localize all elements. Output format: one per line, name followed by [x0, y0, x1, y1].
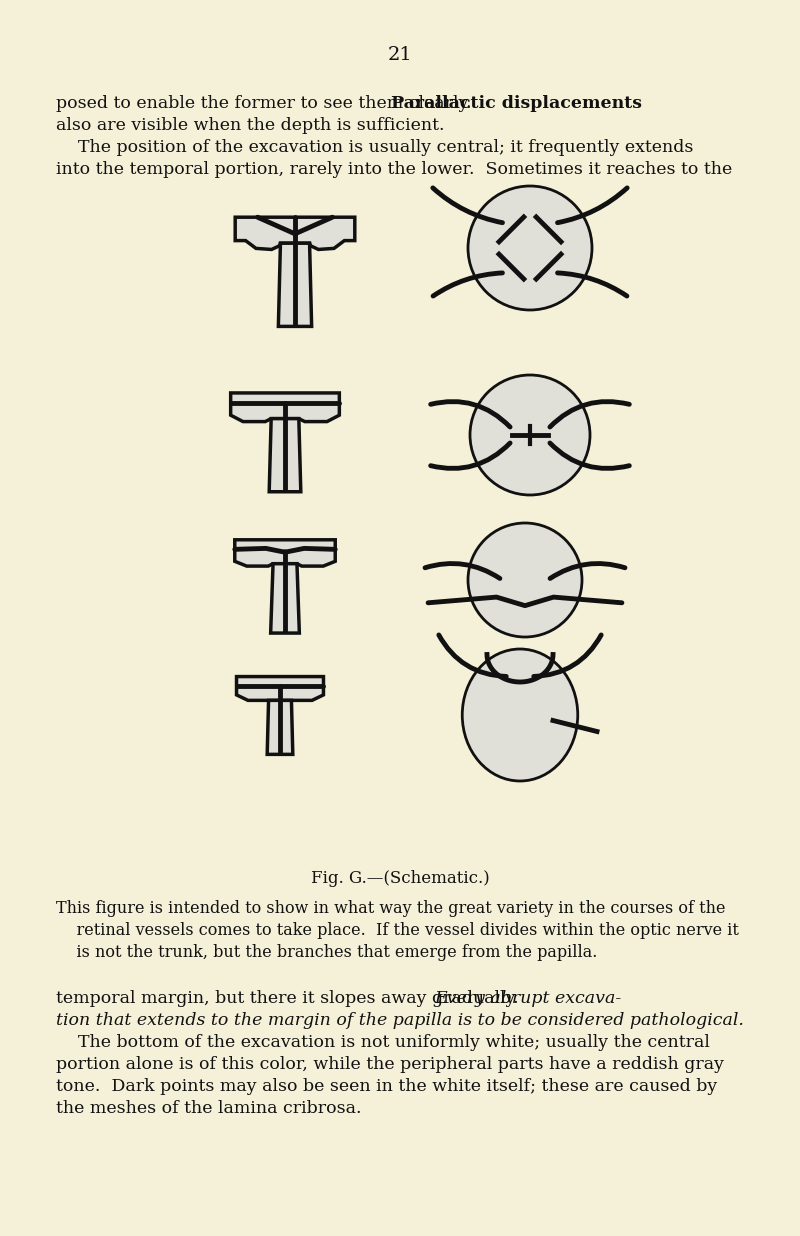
Text: retinal vessels comes to take place.  If the vessel divides within the optic ner: retinal vessels comes to take place. If …: [56, 922, 739, 939]
Text: Fig. G.—(Schematic.): Fig. G.—(Schematic.): [310, 870, 490, 887]
Text: The position of the excavation is usually central; it frequently extends: The position of the excavation is usuall…: [56, 138, 694, 156]
Text: the meshes of the lamina cribrosa.: the meshes of the lamina cribrosa.: [56, 1100, 362, 1117]
Polygon shape: [234, 540, 335, 566]
Text: tion that extends to the margin of the papilla is to be considered pathological.: tion that extends to the margin of the p…: [56, 1012, 744, 1030]
Text: is not the trunk, but the branches that emerge from the papilla.: is not the trunk, but the branches that …: [56, 944, 598, 962]
Circle shape: [468, 523, 582, 637]
Polygon shape: [235, 218, 355, 250]
Ellipse shape: [462, 649, 578, 781]
Text: tone.  Dark points may also be seen in the white itself; these are caused by: tone. Dark points may also be seen in th…: [56, 1078, 718, 1095]
Text: temporal margin, but there it slopes away gradually.: temporal margin, but there it slopes awa…: [56, 990, 530, 1007]
Circle shape: [468, 185, 592, 310]
Polygon shape: [278, 243, 312, 326]
Text: 21: 21: [388, 46, 412, 64]
Text: The bottom of the excavation is not uniformly white; usually the central: The bottom of the excavation is not unif…: [56, 1035, 710, 1051]
Text: posed to enable the former to see them clearly.: posed to enable the former to see them c…: [56, 95, 482, 112]
Text: also are visible when the depth is sufficient.: also are visible when the depth is suffi…: [56, 117, 445, 133]
Polygon shape: [270, 564, 299, 633]
Polygon shape: [269, 419, 301, 492]
Text: portion alone is of this color, while the peripheral parts have a reddish gray: portion alone is of this color, while th…: [56, 1056, 724, 1073]
Text: Parallactic displacements: Parallactic displacements: [391, 95, 642, 112]
Text: This figure is intended to show in what way the great variety in the courses of : This figure is intended to show in what …: [56, 900, 726, 917]
Circle shape: [470, 375, 590, 494]
Text: Every abrupt excava-: Every abrupt excava-: [434, 990, 622, 1007]
Polygon shape: [237, 676, 323, 701]
Polygon shape: [230, 393, 339, 421]
Text: into the temporal portion, rarely into the lower.  Sometimes it reaches to the: into the temporal portion, rarely into t…: [56, 161, 732, 178]
Polygon shape: [267, 701, 293, 754]
